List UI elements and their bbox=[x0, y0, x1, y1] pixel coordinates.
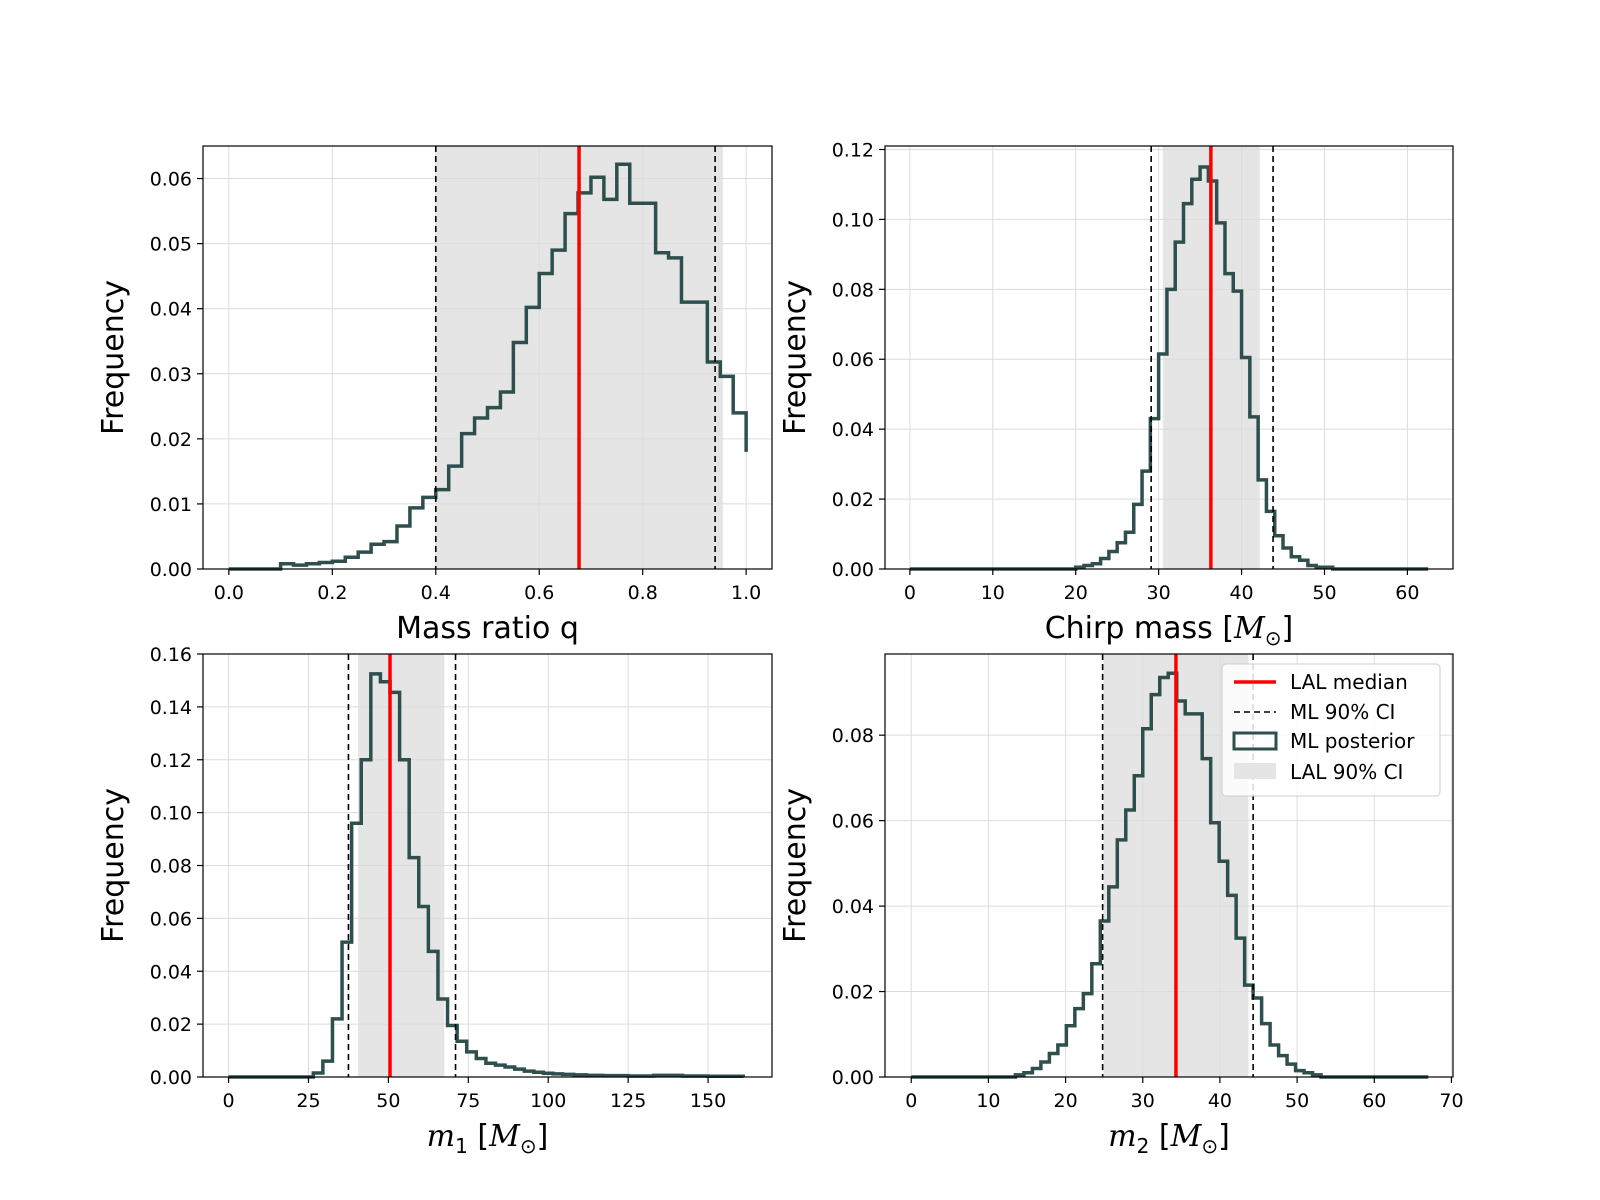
x-tick-label: 10 bbox=[976, 1090, 1000, 1112]
y-tick-label: 0.16 bbox=[150, 644, 192, 666]
y-axis-title: Frequency bbox=[96, 788, 131, 943]
ml-posterior-histogram bbox=[228, 162, 748, 571]
y-tick-label: 0.08 bbox=[150, 856, 192, 878]
y-tick-label: 0.04 bbox=[832, 896, 874, 918]
y-axis-title: Frequency bbox=[778, 280, 813, 435]
axes-frame bbox=[202, 145, 773, 570]
y-axis-title: Frequency bbox=[778, 788, 813, 943]
y-tick-label: 0.01 bbox=[150, 494, 192, 516]
y-tick-label: 0.04 bbox=[150, 961, 192, 983]
y-tick-label: 0.08 bbox=[832, 279, 874, 301]
y-tick-label: 0.00 bbox=[832, 1067, 874, 1089]
panel-m1: 0 25 50 75 100 125 150 0.00 0.02 0.04 0.06 0.08 0.10… bbox=[96, 644, 773, 1158]
x-tick-label: 50 bbox=[1285, 1090, 1309, 1112]
legend-label-lal-ci: LAL 90% CI bbox=[1290, 760, 1403, 784]
x-tick-label: 0.6 bbox=[524, 582, 554, 604]
y-tick-label: 0.04 bbox=[150, 299, 192, 321]
y-tick-label: 0.06 bbox=[832, 811, 874, 833]
x-tick-label: 100 bbox=[530, 1090, 566, 1112]
x-axis-title: Chirp mass [M⊙] bbox=[1045, 611, 1294, 650]
ml-posterior-histogram bbox=[909, 165, 1429, 571]
legend-frame bbox=[1221, 663, 1441, 797]
legend-label-lal-median: LAL median bbox=[1290, 670, 1408, 694]
x-tick-label: 10 bbox=[981, 582, 1005, 604]
y-tick-label: 0.12 bbox=[150, 750, 192, 772]
x-axis-title: m1 [M⊙] bbox=[427, 1119, 549, 1158]
y-tick-label: 0.00 bbox=[150, 1067, 192, 1089]
x-tick-label: 0 bbox=[905, 1090, 917, 1112]
x-tick-label: 0.4 bbox=[421, 582, 451, 604]
panel-mass-ratio: 0.0 0.2 0.4 0.6 0.8 1.0 0.00 0.01 0.02 0.03 0.04 0.… bbox=[96, 145, 773, 646]
x-tick-label: 125 bbox=[610, 1090, 646, 1112]
y-tick-label: 0.02 bbox=[150, 429, 192, 451]
y-tick-label: 0.10 bbox=[832, 209, 874, 231]
y-tick-label: 0.00 bbox=[832, 559, 874, 581]
y-tick-label: 0.03 bbox=[150, 364, 192, 386]
y-tick-label: 0.02 bbox=[832, 982, 874, 1004]
x-tick-label: 40 bbox=[1208, 1090, 1232, 1112]
x-tick-label: 25 bbox=[296, 1090, 320, 1112]
x-tick-label: 0.8 bbox=[628, 582, 658, 604]
x-tick-label: 150 bbox=[690, 1090, 726, 1112]
y-tick-label: 0.06 bbox=[150, 169, 192, 191]
axes-frame bbox=[884, 145, 1454, 570]
x-tick-label: 30 bbox=[1131, 1090, 1155, 1112]
legend-label-ml-ci: ML 90% CI bbox=[1290, 700, 1395, 724]
x-tick-label: 75 bbox=[456, 1090, 480, 1112]
x-tick-label: 40 bbox=[1229, 582, 1253, 604]
x-tick-label: 20 bbox=[1053, 1090, 1077, 1112]
x-tick-label: 0 bbox=[223, 1090, 235, 1112]
legend-swatch-lal-ci bbox=[1234, 763, 1276, 779]
legend: LAL median ML 90% CI ML posterior LAL 90… bbox=[1221, 663, 1441, 797]
x-tick-label: 60 bbox=[1362, 1090, 1386, 1112]
y-tick-label: 0.02 bbox=[150, 1014, 192, 1036]
legend-swatch-ml-posterior bbox=[1232, 731, 1278, 751]
x-tick-label: 50 bbox=[1312, 582, 1336, 604]
legend-label-ml-posterior: ML posterior bbox=[1290, 729, 1415, 753]
x-tick-label: 0 bbox=[904, 582, 916, 604]
x-axis-title: Mass ratio q bbox=[396, 611, 579, 646]
y-tick-label: 0.06 bbox=[150, 908, 192, 930]
x-tick-label: 1.0 bbox=[731, 582, 761, 604]
y-tick-label: 0.02 bbox=[832, 489, 874, 511]
x-tick-label: 20 bbox=[1064, 582, 1088, 604]
y-tick-label: 0.04 bbox=[832, 419, 874, 441]
y-tick-label: 0.00 bbox=[150, 559, 192, 581]
ml-posterior-histogram bbox=[228, 672, 745, 1079]
x-tick-label: 0.2 bbox=[317, 582, 347, 604]
x-axis-title: m2 [M⊙] bbox=[1108, 1119, 1230, 1158]
y-axis-title: Frequency bbox=[96, 280, 131, 435]
y-tick-label: 0.14 bbox=[150, 697, 192, 719]
y-tick-label: 0.06 bbox=[832, 349, 874, 371]
x-tick-label: 30 bbox=[1147, 582, 1171, 604]
axes-frame bbox=[884, 653, 1454, 1078]
y-tick-label: 0.10 bbox=[150, 803, 192, 825]
y-tick-label: 0.08 bbox=[832, 725, 874, 747]
x-tick-label: 0.0 bbox=[214, 582, 244, 604]
x-tick-label: 60 bbox=[1395, 582, 1419, 604]
panel-chirp-mass: 0 10 20 30 40 50 60 0.00 0.02 0.04 0.06 0.08 0.10 0.1… bbox=[778, 139, 1454, 650]
y-tick-label: 0.05 bbox=[150, 234, 192, 256]
x-tick-label: 50 bbox=[376, 1090, 400, 1112]
y-tick-label: 0.12 bbox=[832, 139, 874, 161]
x-tick-label: 70 bbox=[1439, 1090, 1463, 1112]
ml-posterior-histogram bbox=[911, 671, 1429, 1079]
